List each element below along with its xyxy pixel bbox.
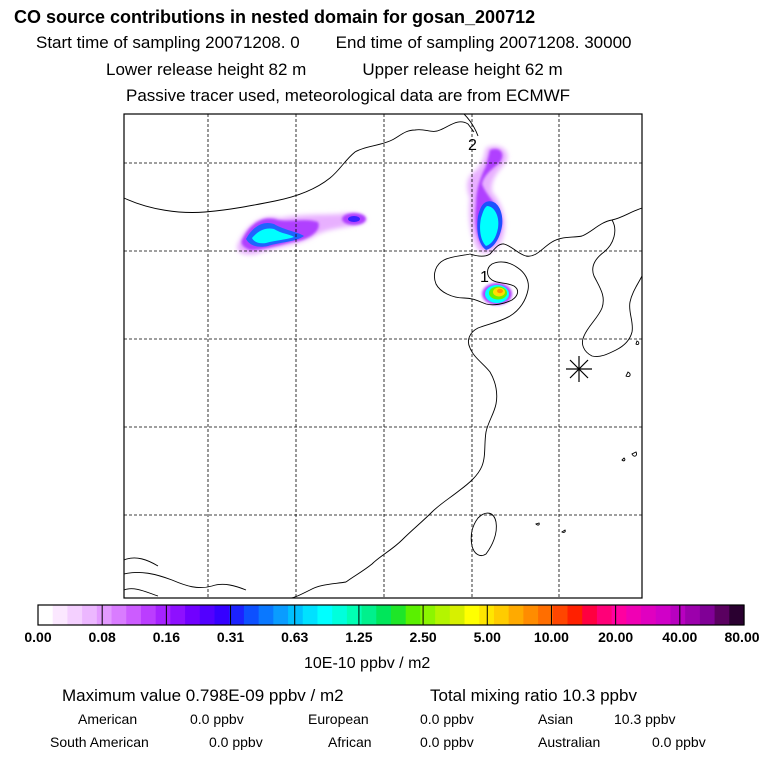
colorbar-cell [302,605,319,625]
colorbar-cell [567,605,583,625]
map-grid [124,114,642,598]
tracer-note: Passive tracer used, meteorological data… [126,86,571,105]
colorbar-cell [185,605,201,625]
colorbar-tick-label: 80.00 [724,629,760,645]
colorbar-cell [699,605,716,625]
colorbar-cell [52,605,69,625]
map-label-2: 2 [468,137,477,154]
lower-release-height: Lower release height 82 m [106,60,307,79]
colorbar-tick-label: 20.00 [598,629,634,645]
colorbar-tick-label: 40.00 [662,629,698,645]
colorbar-cell [155,605,171,625]
region-value-australian: 0.0 ppbv [652,734,706,750]
colorbar-cell [464,605,480,625]
asterisk-icon [566,356,592,382]
colorbar-tick-label: 5.00 [473,629,501,645]
region-value-asian: 10.3 ppbv [614,711,676,727]
colorbar-tick-label: 0.31 [216,629,245,645]
colorbar-cell [332,605,348,625]
colorbar-cell [596,605,613,625]
colorbar-cell [655,605,672,625]
plume-source [482,283,512,305]
colorbar-cell [361,605,377,625]
colorbar-cell [449,605,466,625]
colorbar-tick-label: 2.50 [409,629,437,645]
sampling-times: Start time of sampling 20071208. 0 End ti… [36,33,632,53]
colorbar-cell [243,605,260,625]
colorbar-tick-label: 0.16 [152,629,180,645]
region-name-south-american: South American [50,734,149,750]
colorbar-cell [538,605,554,625]
colorbar-cell [552,605,569,625]
colorbar-tick-label: 1.25 [345,629,373,645]
colorbar-cell [96,605,113,625]
colorbar-cell [493,605,510,625]
colorbar-cell [685,605,701,625]
colorbar-cell [67,605,83,625]
colorbar-cell [126,605,142,625]
colorbar-cell [405,605,422,625]
map-label-1: 1 [480,269,489,286]
colorbar-tick-label: 10.00 [533,629,569,645]
colorbar-cell [435,605,451,625]
maximum-value: Maximum value 0.798E-09 ppbv / m2 [62,686,344,705]
release-heights: Lower release height 82 m Upper release h… [106,60,563,80]
colorbar-cell [214,605,230,625]
colorbar-cell [376,605,392,625]
sampling-end: End time of sampling 20071208. 30000 [335,33,632,52]
colorbar-cell [111,605,127,625]
sampling-start: Start time of sampling 20071208. 0 [36,33,300,52]
colorbar-cell [199,605,216,625]
colorbar-cell [317,605,333,625]
colorbar-cell [288,605,304,625]
region-value-european: 0.0 ppbv [420,711,474,727]
colorbar-frame [37,604,745,626]
colorbar-cell [626,605,642,625]
colorbar-cell [582,605,598,625]
region-name-australian: Australian [538,734,601,750]
colorbar-cell [38,605,54,625]
colorbar-cell [420,605,436,625]
map-frame [123,113,643,599]
colorbar-cell [229,605,245,625]
region-value-american: 0.0 ppbv [190,711,244,727]
colorbar-cell [729,605,745,625]
plume-north [467,145,508,253]
region-name-american: American [78,711,138,727]
plume-west [237,213,367,255]
upper-release-height: Upper release height 62 m [362,60,563,79]
colorbar-cell [641,605,657,625]
colorbar-cell [346,605,363,625]
region-value-african: 0.0 ppbv [420,734,474,750]
colorbar-cell [391,605,407,625]
region-name-asian: Asian [538,711,574,727]
colorbar-cell [258,605,274,625]
colorbar-cell [523,605,539,625]
colorbar-unit-label: 10E-10 ppbv / m2 [304,655,431,672]
colorbar-cell [170,605,186,625]
colorbar-cell [611,605,627,625]
region-name-european: European [308,711,369,727]
colorbar-cell [140,605,157,625]
region-name-african: African [328,734,372,750]
colorbar-tick-label: 0.00 [24,629,52,645]
colorbar-cell [273,605,289,625]
total-mixing-ratio: Total mixing ratio 10.3 ppbv [430,686,637,705]
plot-title: CO source contributions in nested domain… [14,7,536,27]
coastlines [124,114,642,598]
colorbar-cell [670,605,686,625]
colorbar-tick-label: 0.08 [88,629,116,645]
colorbar-cell [82,605,98,625]
colorbar-tick-label: 0.63 [281,629,309,645]
region-value-south-american: 0.0 ppbv [209,734,263,750]
colorbar-cell [714,605,730,625]
colorbar-cell [508,605,524,625]
